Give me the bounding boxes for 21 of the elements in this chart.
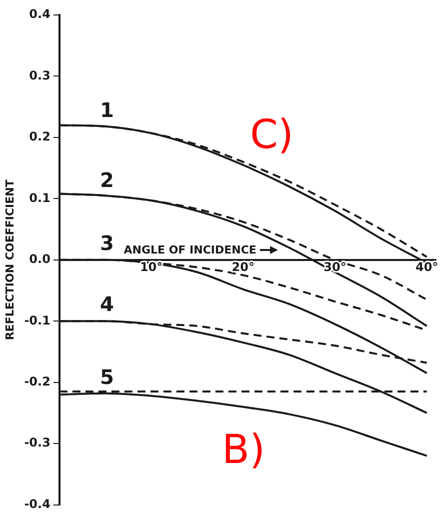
x-tick-label: 30°	[324, 260, 346, 274]
annotation: B)	[222, 427, 266, 473]
y-tick-label: 0.4	[29, 7, 50, 22]
x-tick-label: 20°	[232, 260, 254, 274]
y-tick-label: 0.1	[29, 190, 50, 205]
x-axis-title: ANGLE OF INCIDENCE	[124, 243, 256, 256]
y-tick-label: 0.3	[29, 68, 50, 82]
annotation: 5	[100, 365, 114, 389]
y-tick-label: -0.4	[24, 496, 50, 511]
y-tick-label: -0.1	[24, 313, 50, 328]
y-tick-label: -0.3	[24, 436, 50, 450]
annotation: 3	[100, 231, 114, 255]
y-axis-title: REFLECTION COEFFICIENT	[3, 179, 16, 340]
x-tick-label: 40°	[415, 260, 438, 274]
y-tick-label: 0.0	[29, 252, 50, 266]
annotation: 4	[100, 292, 114, 316]
annotation: C)	[250, 112, 294, 158]
y-tick-label: 0.2	[29, 130, 50, 144]
annotation: 1	[100, 98, 114, 122]
annotation: 2	[100, 168, 114, 192]
y-tick-label: -0.2	[24, 374, 50, 388]
